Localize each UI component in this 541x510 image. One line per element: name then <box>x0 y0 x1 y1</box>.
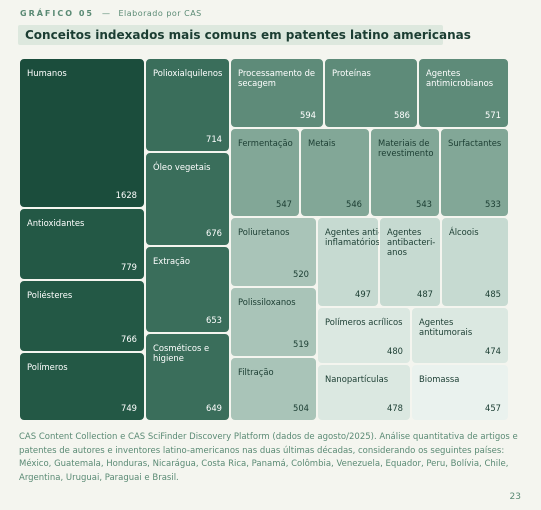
tile-label: Proteínas <box>332 68 371 78</box>
tile-value: 547 <box>276 199 292 209</box>
tile-label: Óleo vegetais <box>153 162 211 172</box>
tile-value: 779 <box>121 262 137 272</box>
chart-header: GRÁFICO 05 — Elaborado por CAS <box>20 9 202 18</box>
tile-label: Antioxidantes <box>27 218 85 228</box>
tile-value: 480 <box>387 346 403 356</box>
treemap-tile-extracao: Extração 653 <box>145 246 230 333</box>
tile-value: 653 <box>206 315 222 325</box>
tile-label: Cosméticos e higiene <box>153 343 210 364</box>
treemap-tile-nanoparticulas: Nanopartículas 478 <box>317 364 411 421</box>
chart-author: Elaborado por CAS <box>118 9 202 18</box>
treemap-tile-fermentacao: Fermentação 547 <box>230 128 300 217</box>
source-note: CAS Content Collection e CAS SciFinder D… <box>19 432 518 483</box>
treemap-tile-poliesteres: Poliésteres 766 <box>19 280 145 352</box>
tile-label: Polímeros <box>27 362 68 372</box>
tile-label: Poliuretanos <box>238 227 290 237</box>
treemap-tile-agentes-antibacteri-anos: Agentes antibacteri- anos 487 <box>379 217 441 307</box>
treemap-tile-antioxidantes: Antioxidantes 779 <box>19 208 145 280</box>
tile-value: 497 <box>355 289 371 299</box>
tile-label: Agentes anti- inflamatórios <box>325 227 382 248</box>
tile-label: Extração <box>153 256 190 266</box>
tile-label: Álcoois <box>449 227 479 237</box>
treemap-tile-materiais-de-revestimento: Materiais de revestimento 543 <box>370 128 440 217</box>
tile-value: 485 <box>485 289 501 299</box>
chart-label: GRÁFICO 05 <box>20 9 94 18</box>
treemap-tile-poliuretanos: Poliuretanos 520 <box>230 217 317 287</box>
tile-label: Agentes antitumorais <box>419 317 473 338</box>
tile-value: 714 <box>206 134 222 144</box>
tile-value: 457 <box>485 403 501 413</box>
tile-label: Nanopartículas <box>325 374 389 384</box>
treemap-tile-alcoois: Álcoois 485 <box>441 217 509 307</box>
tile-label: Biomassa <box>419 374 460 384</box>
tile-label: Polissiloxanos <box>238 297 296 307</box>
tile-value: 474 <box>485 346 501 356</box>
header-separator: — <box>101 9 111 18</box>
tile-label: Humanos <box>27 68 67 78</box>
treemap-tile-oleo-vegetais: Óleo vegetais 676 <box>145 152 230 246</box>
page-number: 23 <box>509 492 521 502</box>
tile-label: Poliésteres <box>27 290 73 300</box>
tile-value: 487 <box>417 289 433 299</box>
treemap-tile-humanos: Humanos 1628 <box>19 58 145 208</box>
tile-value: 571 <box>485 110 501 120</box>
tile-label: Processamento de secagem <box>238 68 316 89</box>
treemap-tile-processamento-de-secagem: Processamento de secagem 594 <box>230 58 324 128</box>
tile-value: 546 <box>346 199 362 209</box>
tile-value: 649 <box>206 403 222 413</box>
tile-label: Fermentação <box>238 138 293 148</box>
tile-value: 586 <box>394 110 410 120</box>
treemap-tile-cosmeticos-e-higiene: Cosméticos e higiene 649 <box>145 333 230 421</box>
tile-value: 594 <box>300 110 316 120</box>
tile-label: Polioxialquilenos <box>153 68 223 78</box>
title-box: Conceitos indexados mais comuns em paten… <box>18 25 471 45</box>
tile-label: Materiais de revestimento <box>378 138 434 159</box>
tile-value: 504 <box>293 403 309 413</box>
tile-value: 749 <box>121 403 137 413</box>
tile-label: Surfactantes <box>448 138 502 148</box>
treemap-tile-biomassa: Biomassa 457 <box>411 364 509 421</box>
treemap-tile-agentes-antitumorais: Agentes antitumorais 474 <box>411 307 509 364</box>
chart-title: Conceitos indexados mais comuns em paten… <box>25 28 471 42</box>
tile-value: 543 <box>416 199 432 209</box>
tile-label: Polímeros acrílicos <box>325 317 403 327</box>
tile-value: 676 <box>206 228 222 238</box>
tile-value: 533 <box>485 199 501 209</box>
tile-label: Agentes antibacteri- anos <box>387 227 436 258</box>
treemap-tile-surfactantes: Surfactantes 533 <box>440 128 509 217</box>
tile-label: Filtração <box>238 367 274 377</box>
treemap-tile-filtracao: Filtração 504 <box>230 357 317 421</box>
treemap-tile-polimeros: Polímeros 749 <box>19 352 145 421</box>
treemap-tile-polimeros-acrilicos: Polímeros acrílicos 480 <box>317 307 411 364</box>
tile-value: 478 <box>387 403 403 413</box>
tile-value: 1628 <box>115 190 137 200</box>
treemap-tile-metais: Metais 546 <box>300 128 370 217</box>
treemap-tile-polissiloxanos: Polissiloxanos 519 <box>230 287 317 357</box>
treemap-tile-agentes-anti-inflamatorios: Agentes anti- inflamatórios 497 <box>317 217 382 307</box>
tile-value: 520 <box>293 269 309 279</box>
tile-label: Metais <box>308 138 336 148</box>
treemap-tile-agentes-antimicrobianos: Agentes antimicrobianos 571 <box>418 58 509 128</box>
tile-value: 766 <box>121 334 137 344</box>
tile-label: Agentes antimicrobianos <box>426 68 494 89</box>
tile-value: 519 <box>293 339 309 349</box>
treemap-tile-polioxialquilenos: Polioxialquilenos 714 <box>145 58 230 152</box>
treemap-tile-proteinas: Proteínas 586 <box>324 58 418 128</box>
